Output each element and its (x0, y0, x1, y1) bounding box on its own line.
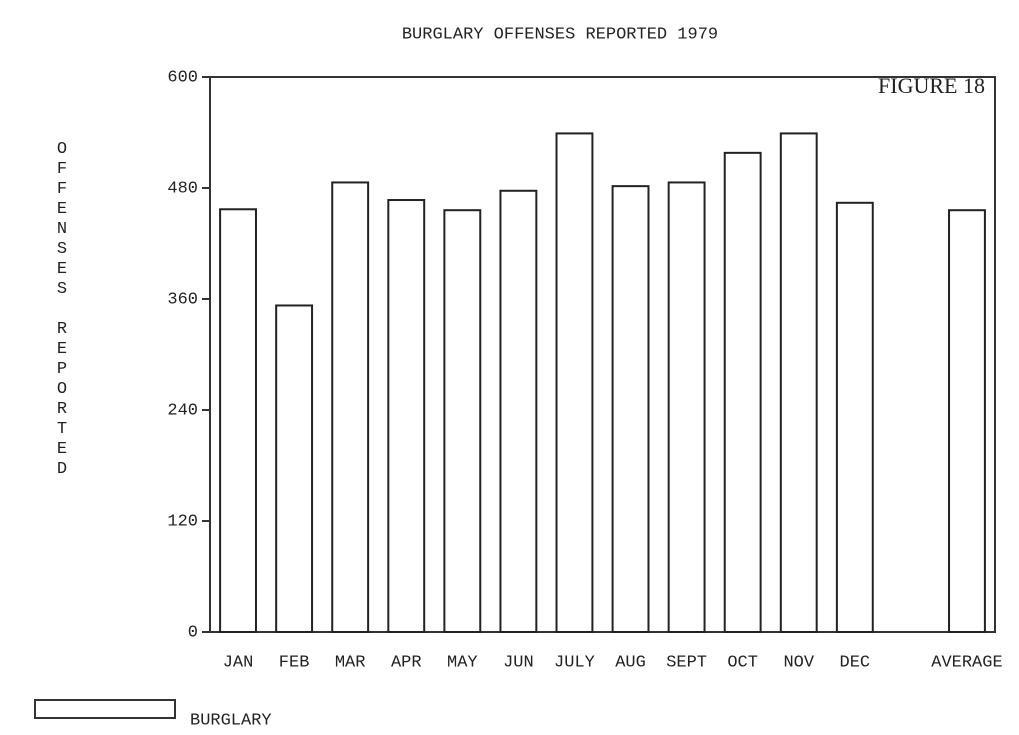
y-tick-label: 0 (188, 623, 198, 642)
bar (611, 185, 650, 633)
legend-label: BURGLARY (190, 711, 272, 730)
x-tick-label: JULY (554, 653, 595, 672)
y-tick-label: 600 (167, 68, 198, 87)
chart-title: BURGLARY OFFENSES REPORTED 1979 (402, 25, 718, 44)
y-tick-label: 240 (167, 401, 198, 420)
bar (948, 209, 986, 633)
bar (387, 199, 426, 633)
x-tick-label: NOV (783, 653, 814, 672)
y-tick-label: 360 (167, 290, 198, 309)
x-tick-label: FEB (279, 653, 310, 672)
x-tick-label: DEC (840, 653, 871, 672)
bar (667, 181, 706, 633)
legend-swatch (34, 699, 176, 719)
bar (723, 151, 762, 633)
bar (835, 201, 874, 634)
y-axis-label: OFFENSES REPORTED (53, 140, 72, 480)
x-tick-label: OCT (727, 653, 758, 672)
plot-frame (209, 76, 996, 633)
bar (219, 208, 257, 633)
x-tick-label: AUG (615, 653, 646, 672)
y-tick-label: 120 (167, 512, 198, 531)
x-tick-label: MAR (335, 653, 366, 672)
x-tick-label: JAN (223, 653, 254, 672)
bar (443, 209, 482, 633)
y-tick-label: 480 (167, 179, 198, 198)
bar (331, 181, 370, 633)
bar (555, 132, 594, 634)
bar (499, 189, 538, 633)
x-tick-label: AVERAGE (931, 653, 1002, 672)
bar (779, 132, 818, 634)
x-tick-label: JUN (503, 653, 534, 672)
bar (275, 304, 314, 633)
x-tick-label: SEPT (666, 653, 707, 672)
x-tick-label: MAY (447, 653, 478, 672)
x-tick-label: APR (391, 653, 422, 672)
